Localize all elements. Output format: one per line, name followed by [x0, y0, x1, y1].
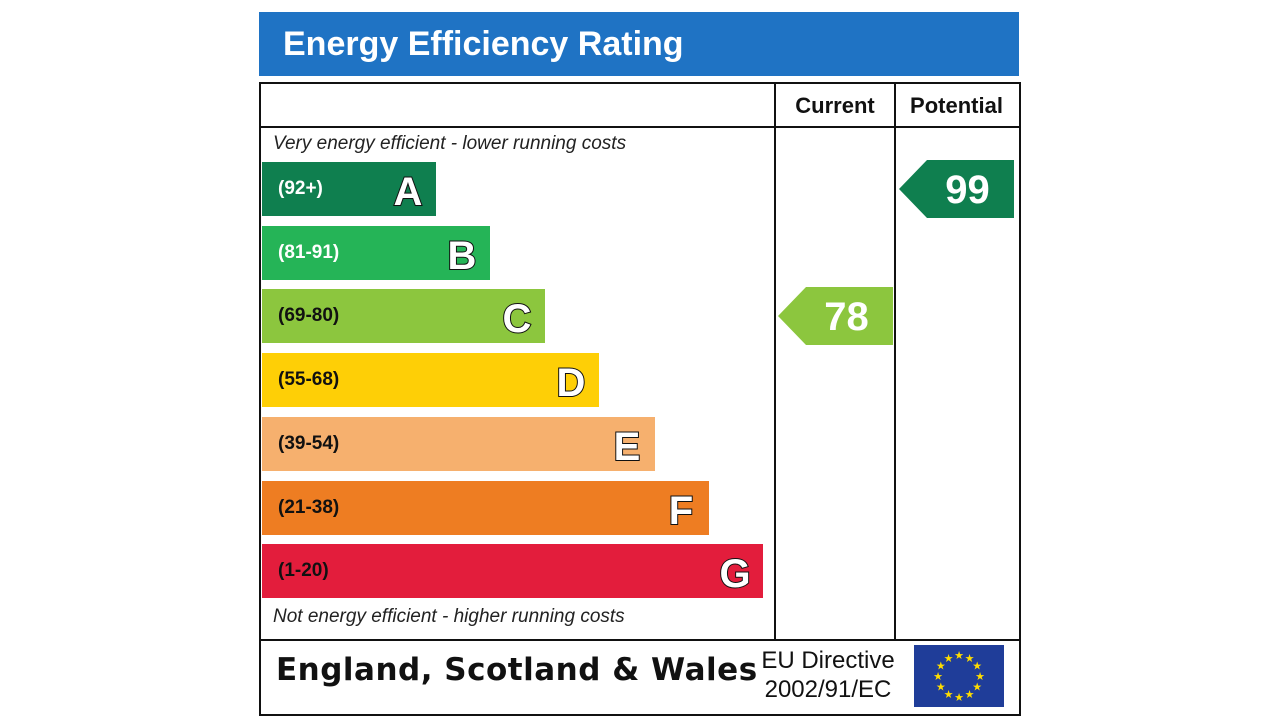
- band-letter: F: [668, 488, 694, 534]
- eu-star-icon: ★: [972, 682, 982, 694]
- eu-directive-line1: EU Directive: [761, 647, 895, 674]
- svg-text:E: E: [614, 425, 641, 469]
- band-g: (1-20) G: [262, 544, 763, 599]
- rating-arrow-current: 78: [778, 287, 893, 346]
- svg-text:F: F: [669, 489, 693, 533]
- divider-current-left: [774, 82, 776, 640]
- eu-star-icon: ★: [965, 653, 975, 665]
- band-letter: B: [447, 233, 478, 279]
- svg-text:D: D: [557, 361, 586, 405]
- rating-value-label: 99: [945, 168, 990, 212]
- column-header-current: Current: [795, 93, 875, 118]
- eu-star-icon: ★: [972, 661, 982, 673]
- eu-star-icon: ★: [933, 671, 943, 683]
- eu-star-icon: ★: [954, 692, 964, 704]
- rating-table-frame: [259, 82, 1021, 716]
- header-row-divider: [259, 126, 1019, 128]
- band-range-label: (69-80): [278, 305, 340, 327]
- band-f: (21-38) F: [262, 480, 709, 535]
- eu-star-icon: ★: [965, 689, 975, 701]
- eu-star-icon: ★: [936, 661, 946, 673]
- footer-row-divider: [259, 639, 1019, 641]
- band-range-label: (39-54): [278, 432, 340, 454]
- band-c: (69-80) C: [262, 289, 545, 344]
- eu-directive: EU Directive 2002/91/EC: [752, 646, 904, 704]
- svg-text:A: A: [394, 170, 423, 214]
- band-e: (39-54) E: [262, 416, 655, 471]
- band-range-label: (81-91): [278, 241, 340, 263]
- band-letter: D: [556, 360, 587, 406]
- band-letter: A: [393, 169, 424, 215]
- column-header-potential: Potential: [910, 93, 1003, 118]
- band-d: (55-68) D: [262, 353, 599, 408]
- chart-title: Energy Efficiency Rating: [283, 25, 684, 63]
- band-letter: E: [613, 424, 642, 470]
- footer-region: England, Scotland & Wales: [276, 652, 758, 688]
- title-banner: Energy Efficiency Rating: [259, 12, 1019, 76]
- divider-potential-left: [894, 82, 896, 640]
- band-letter: G: [718, 551, 751, 597]
- rating-arrow-shape: [778, 287, 893, 346]
- band-range-label: (55-68): [278, 369, 340, 391]
- rating-arrow-potential: 99: [899, 160, 1014, 218]
- eu-star-icon: ★: [975, 671, 985, 683]
- eu-star-icon: ★: [944, 653, 954, 665]
- rating-arrow-shape: [899, 160, 1014, 218]
- svg-text:G: G: [719, 552, 750, 596]
- band-range-label: (21-38): [278, 496, 340, 518]
- band-range-label: (1-20): [278, 560, 329, 582]
- eu-directive-line2: 2002/91/EC: [764, 676, 892, 703]
- svg-text:C: C: [503, 297, 532, 341]
- caption-inefficient: Not energy efficient - higher running co…: [273, 606, 625, 627]
- svg-text:B: B: [448, 234, 477, 278]
- eu-star-icon: ★: [936, 682, 946, 694]
- eu-star-icon: ★: [954, 650, 964, 662]
- band-letter: C: [502, 296, 533, 342]
- rating-value-label: 78: [824, 295, 869, 339]
- band-range-label: (92+): [278, 178, 323, 199]
- eu-star-icon: ★: [944, 689, 954, 701]
- caption-efficient: Very energy efficient - lower running co…: [273, 133, 627, 154]
- eu-flag-icon: ★ ★ ★ ★ ★ ★ ★ ★ ★ ★ ★ ★: [914, 645, 1004, 707]
- band-a: (92+) A: [262, 162, 436, 216]
- band-b: (81-91) B: [262, 225, 490, 280]
